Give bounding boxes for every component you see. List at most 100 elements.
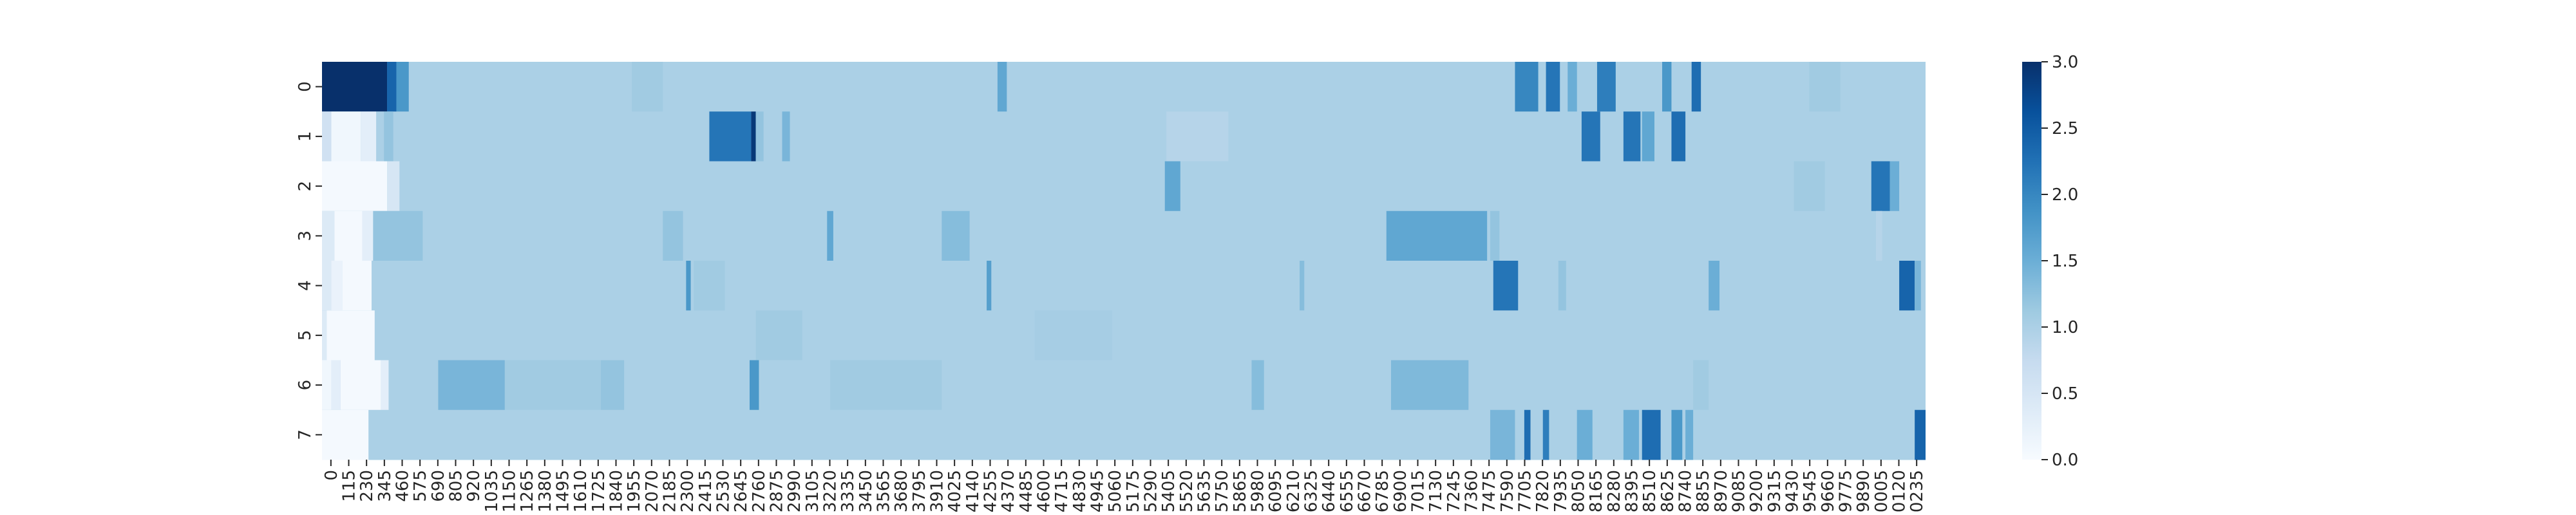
y-tick-label: 2: [296, 181, 315, 192]
heatmap-cell: [1709, 261, 1720, 311]
x-tick-label: 1265: [518, 470, 537, 512]
heatmap-cell: [987, 261, 992, 311]
heatmap-cell: [1876, 211, 1882, 261]
x-tick-label: 1955: [625, 470, 644, 512]
heatmap-cell: [1567, 62, 1577, 112]
heatmap-cell: [686, 261, 691, 311]
x-tick-label: 6785: [1373, 470, 1392, 512]
x-tick-label: 3450: [857, 470, 876, 512]
heatmap-cell: [997, 62, 1007, 112]
heatmap-cell: [322, 161, 388, 212]
heatmap-cell: [1691, 62, 1701, 112]
heatmap-cell: [1251, 360, 1264, 411]
heatmap-row-5: [322, 310, 1926, 360]
x-tick-label: 7360: [1463, 470, 1482, 512]
x-tick-label: 9545: [1801, 470, 1820, 512]
heatmap-cell: [331, 261, 343, 311]
colorbar-tick-label: 1.0: [2052, 318, 2078, 337]
x-tick-label: 6210: [1284, 470, 1303, 512]
x-tick-label: 920: [464, 470, 484, 502]
x-tick-label: 115: [340, 470, 359, 502]
x-tick-label: 3105: [803, 470, 822, 512]
x-tick-label: 0: [322, 470, 341, 481]
heatmap-cell: [1490, 211, 1500, 261]
heatmap-cell: [1889, 161, 1900, 212]
heatmap-cell: [322, 261, 332, 311]
heatmap-cell: [1490, 409, 1515, 460]
heatmap-cell: [438, 360, 505, 411]
x-tick-label: 1380: [536, 470, 555, 512]
heatmap-cell: [632, 62, 663, 112]
x-tick-label: 8855: [1694, 470, 1713, 512]
x-tick-label: 9200: [1747, 470, 1766, 512]
x-tick-label: 5405: [1159, 470, 1179, 512]
heatmap-cell: [1581, 111, 1600, 162]
colorbar-tick-label: 1.5: [2052, 252, 2078, 271]
colorbar-tick-label: 2.5: [2052, 119, 2078, 138]
x-tick-label: 5865: [1231, 470, 1250, 512]
heatmap-cell: [827, 211, 833, 261]
heatmap-cell: [362, 211, 374, 261]
x-tick-label: 4830: [1070, 470, 1090, 512]
heatmap-cell: [1809, 62, 1841, 112]
x-tick-label: 345: [375, 470, 395, 502]
x-tick-label: 1495: [554, 470, 573, 512]
colorbar-tick-label: 3.0: [2052, 53, 2078, 72]
heatmap-cell: [331, 111, 361, 162]
heatmap-cell: [830, 360, 942, 411]
heatmap-row-7: [322, 409, 1926, 460]
x-tick-label: 7590: [1498, 470, 1517, 512]
x-tick-label: 4945: [1088, 470, 1108, 512]
x-tick-label: 1035: [482, 470, 502, 512]
heatmap-cell: [1871, 161, 1890, 212]
heatmap-cell: [751, 111, 756, 162]
y-tick-label: 4: [296, 280, 315, 291]
x-tick-label: 3335: [838, 470, 858, 512]
x-tick-label: 8510: [1640, 470, 1660, 512]
x-tick-label: 6670: [1356, 470, 1375, 512]
heatmap-cell: [1794, 161, 1825, 212]
heatmap-cell: [1524, 409, 1531, 460]
heatmap-cell: [694, 261, 725, 311]
x-tick-label: 1610: [571, 470, 591, 512]
heatmap-cell: [322, 360, 332, 411]
y-tick-label: 1: [296, 131, 315, 142]
x-tick-label: 6555: [1338, 470, 1357, 512]
x-tick-label: 6095: [1266, 470, 1285, 512]
x-tick-label: 9430: [1783, 470, 1803, 512]
x-tick-label: 5175: [1124, 470, 1143, 512]
x-tick-label: 7705: [1516, 470, 1535, 512]
heatmap-cell: [1642, 409, 1661, 460]
x-tick-label: 5980: [1249, 470, 1268, 512]
heatmap-cell: [1558, 261, 1566, 311]
heatmap-cell: [1577, 409, 1593, 460]
heatmap-cell: [1596, 62, 1616, 112]
y-tick-label: 3: [296, 230, 315, 241]
y-tick-label: 5: [296, 330, 315, 341]
x-tick-label: 575: [411, 470, 430, 502]
x-tick-label: 8395: [1623, 470, 1642, 512]
heatmap-cell: [750, 360, 759, 411]
heatmap-cell: [1386, 211, 1488, 261]
heatmap-cell: [322, 409, 369, 460]
heatmap-cell: [387, 62, 397, 112]
heatmap-row-4: [322, 261, 1926, 311]
x-tick-label: 1150: [500, 470, 520, 512]
heatmap-cell: [1164, 161, 1180, 212]
heatmap-cell: [1915, 261, 1921, 311]
x-tick-label: 690: [429, 470, 448, 502]
heatmap-cell: [327, 310, 375, 360]
x-tick-label: 5060: [1106, 470, 1125, 512]
x-tick-label: 6325: [1302, 470, 1321, 512]
x-tick-label: 2070: [643, 470, 662, 512]
x-tick-label: 4140: [963, 470, 983, 512]
x-tick-label: 9775: [1837, 470, 1856, 512]
heatmap-cell: [709, 111, 752, 162]
heatmap-cells: [322, 62, 1926, 460]
x-tick-label: 9315: [1765, 470, 1785, 512]
heatmap-cell: [1671, 111, 1686, 162]
heatmap-cell: [322, 310, 327, 360]
x-tick-label: 3680: [892, 470, 911, 512]
x-tick-label: 4025: [945, 470, 965, 512]
